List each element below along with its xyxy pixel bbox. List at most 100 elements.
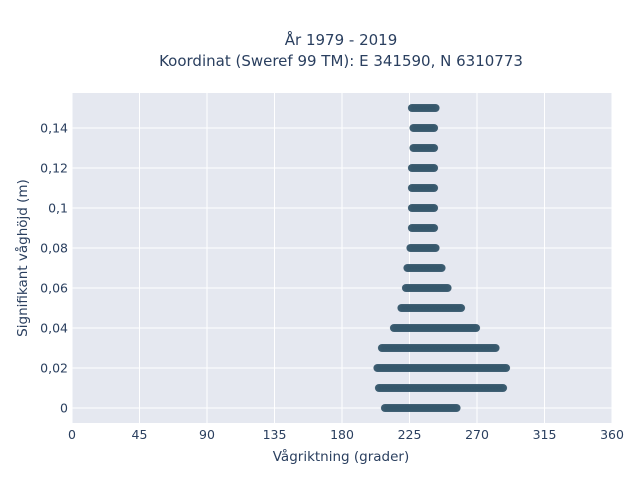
- scatter-point: [467, 384, 475, 392]
- scatter-point: [427, 264, 434, 272]
- scatter-point: [377, 364, 385, 372]
- scatter-points: [389, 324, 481, 332]
- scatter-point: [470, 344, 478, 352]
- scatter-point: [407, 164, 415, 172]
- scatter-point: [476, 384, 484, 392]
- scatter-point: [373, 364, 380, 372]
- scatter-point: [457, 324, 464, 332]
- scatter-point: [466, 324, 473, 332]
- scatter-point: [415, 304, 422, 312]
- scatter-point: [407, 384, 415, 392]
- scatter-point: [433, 304, 440, 312]
- scatter-point: [457, 344, 464, 352]
- scatter-band: [408, 184, 438, 192]
- scatter-point: [499, 384, 506, 392]
- x-tick-label: 180: [330, 427, 354, 442]
- scatter-point: [485, 364, 493, 372]
- scatter-point: [409, 404, 416, 412]
- scatter-points: [374, 384, 508, 392]
- scatter-point: [388, 364, 395, 372]
- scatter-point: [430, 364, 437, 372]
- scatter-point: [415, 104, 422, 112]
- scatter-band: [373, 364, 510, 372]
- scatter-point: [418, 164, 425, 172]
- scatter-point: [415, 144, 422, 152]
- scatter-point: [442, 364, 449, 372]
- scatter-point: [448, 344, 455, 352]
- scatter-point: [485, 384, 493, 392]
- scatter-point: [491, 364, 499, 372]
- scatter-point: [454, 324, 461, 332]
- scatter-point: [406, 384, 413, 392]
- scatter-point: [422, 164, 430, 172]
- x-tick-label: 135: [263, 427, 287, 442]
- scatter-point: [428, 104, 436, 112]
- x-tick-label: 0: [68, 427, 76, 442]
- scatter-point: [427, 224, 434, 232]
- scatter-point: [436, 264, 443, 272]
- scatter-point: [469, 384, 476, 392]
- y-tick-label: 0,12: [40, 161, 68, 176]
- scatter-point: [463, 384, 470, 392]
- scatter-point: [407, 364, 415, 372]
- scatter-point: [421, 284, 428, 292]
- scatter-point: [449, 364, 457, 372]
- scatter-point: [428, 224, 436, 232]
- scatter-band: [402, 284, 452, 292]
- scatter-point: [470, 364, 478, 372]
- scatter-point: [455, 324, 463, 332]
- scatter-point: [409, 164, 416, 172]
- scatter-point: [431, 324, 439, 332]
- scatter-point: [418, 204, 425, 212]
- scatter-point: [401, 324, 409, 332]
- scatter-point: [413, 384, 421, 392]
- scatter-point: [397, 304, 404, 312]
- scatter-point: [416, 304, 424, 312]
- scatter-point: [446, 404, 454, 412]
- scatter-point: [409, 344, 416, 352]
- scatter-point: [427, 284, 434, 292]
- scatter-point: [458, 384, 466, 392]
- scatter-point: [413, 224, 421, 232]
- scatter-point: [493, 384, 500, 392]
- x-tick-label: 225: [398, 427, 422, 442]
- scatter-point: [424, 364, 431, 372]
- scatter-point: [490, 344, 497, 352]
- scatter-point: [400, 304, 407, 312]
- scatter-point: [430, 324, 437, 332]
- scatter-point: [424, 244, 431, 252]
- scatter-point: [416, 124, 424, 132]
- scatter-point: [422, 364, 430, 372]
- scatter-point: [410, 364, 418, 372]
- scatter-point: [467, 344, 475, 352]
- scatter-point: [473, 344, 481, 352]
- chart-title-line2: Koordinat (Sweref 99 TM): E 341590, N 63…: [159, 52, 523, 70]
- scatter-point: [400, 404, 407, 412]
- scatter-point: [439, 304, 446, 312]
- scatter-point: [430, 264, 437, 272]
- scatter-point: [437, 344, 445, 352]
- scatter-point: [394, 324, 401, 332]
- scatter-point: [383, 344, 391, 352]
- scatter-point: [398, 304, 406, 312]
- scatter-point: [427, 124, 434, 132]
- scatter-point: [431, 384, 439, 392]
- scatter-point: [392, 404, 400, 412]
- scatter-point: [481, 364, 488, 372]
- scatter-point: [406, 364, 413, 372]
- scatter-point: [389, 324, 397, 332]
- scatter-point: [409, 104, 416, 112]
- scatter-point: [412, 284, 419, 292]
- scatter-point: [473, 364, 481, 372]
- scatter-point: [433, 264, 440, 272]
- scatter-point: [412, 184, 419, 192]
- scatter-point: [440, 284, 448, 292]
- x-tick-label: 45: [132, 427, 148, 442]
- scatter-point: [422, 384, 430, 392]
- scatter-point: [457, 364, 464, 372]
- scatter-point: [424, 144, 431, 152]
- scatter-point: [446, 304, 454, 312]
- scatter-point: [464, 384, 472, 392]
- scatter-point: [415, 324, 422, 332]
- scatter-point: [418, 244, 425, 252]
